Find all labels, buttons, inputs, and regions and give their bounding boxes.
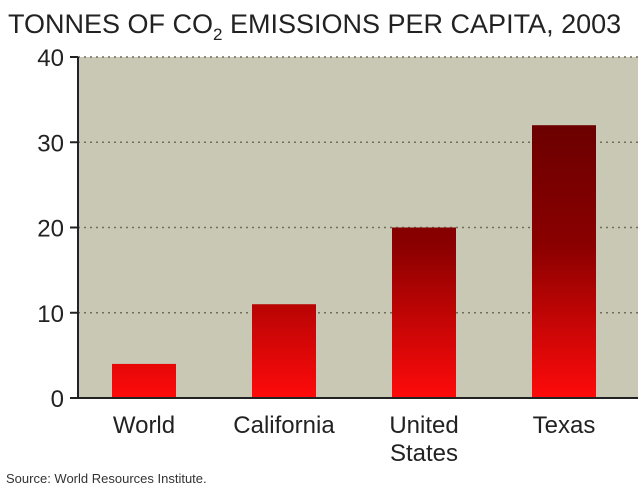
chart-title-subscript: 2 (213, 25, 222, 44)
y-tick-label-0: 0 (51, 386, 64, 413)
y-axis-ticks: 0 10 20 30 40 (37, 45, 78, 413)
bar-california (252, 304, 316, 398)
x-category-label-world: World (113, 412, 175, 439)
bar-world (112, 363, 176, 398)
chart-title-suffix: EMISSIONS PER CAPITA, 2003 (223, 9, 622, 39)
chart-title: TONNES OF CO2 EMISSIONS PER CAPITA, 2003 (8, 9, 621, 44)
bar-texas (532, 125, 596, 398)
chart-title-prefix: TONNES OF CO (8, 9, 213, 39)
y-tick-label-30: 30 (37, 130, 64, 157)
bars (112, 125, 596, 398)
y-tick-label-10: 10 (37, 301, 64, 328)
source-note: Source: World Resources Institute. (6, 471, 207, 486)
bar-united-states (392, 227, 456, 398)
x-category-label-united-states: United States (389, 412, 458, 467)
x-category-label-california: California (233, 412, 335, 439)
x-axis-labels: World California United States Texas (113, 412, 595, 467)
y-tick-label-20: 20 (37, 216, 64, 243)
y-tick-label-40: 40 (37, 45, 64, 72)
x-category-label-texas: Texas (533, 412, 596, 439)
